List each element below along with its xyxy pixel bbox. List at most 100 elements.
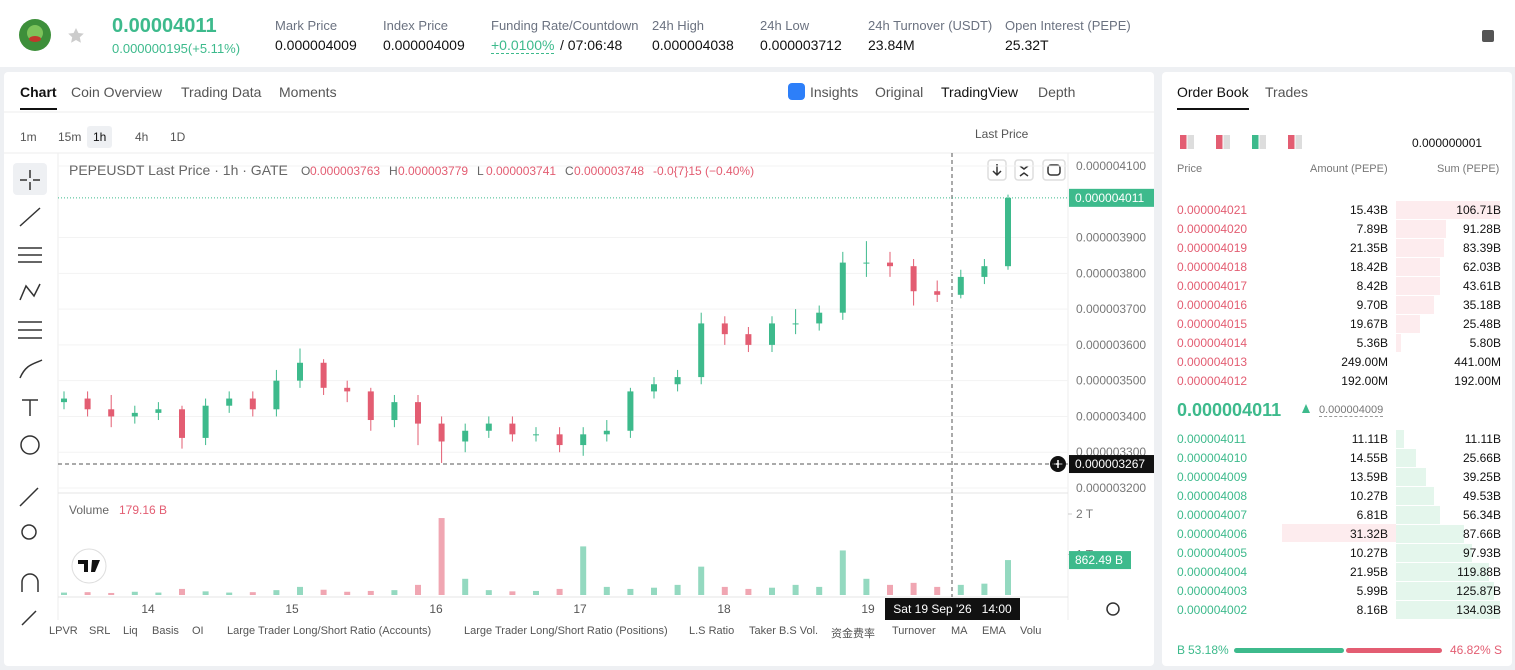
- book-amount: 6.81B: [1356, 508, 1388, 522]
- book-amount: 7.89B: [1356, 222, 1388, 236]
- candle-body: [792, 323, 799, 325]
- volume-bar: [84, 592, 91, 595]
- volume-bar: [249, 592, 256, 595]
- book-tab[interactable]: Order Book: [1177, 84, 1249, 110]
- indicator[interactable]: EMA: [982, 625, 1006, 637]
- volume-bar: [721, 586, 728, 595]
- book-column: Amount (PEPE): [1310, 163, 1388, 175]
- chart-tab[interactable]: Trading Data: [181, 84, 262, 100]
- depth-bar: [1396, 601, 1500, 619]
- book-price: 0.000004006: [1177, 527, 1248, 541]
- favorite-star[interactable]: [66, 26, 86, 46]
- candle-body: [651, 384, 657, 392]
- precision[interactable]: 0.000000001: [1412, 136, 1483, 150]
- volume-bar: [226, 592, 233, 595]
- indicator[interactable]: Large Trader Long/Short Ratio (Accounts): [227, 625, 432, 637]
- candle-body: [438, 423, 445, 442]
- chart-tab[interactable]: Chart: [20, 84, 57, 110]
- view-tab[interactable]: Depth: [1038, 84, 1076, 100]
- volume-bar: [745, 588, 752, 595]
- book-layout-icon[interactable]: [1216, 135, 1230, 149]
- indicator[interactable]: Large Trader Long/Short Ratio (Positions…: [464, 625, 668, 637]
- indicator[interactable]: Liq: [123, 625, 138, 637]
- drawing-tools[interactable]: [13, 163, 47, 626]
- interval[interactable]: 4h: [135, 130, 149, 144]
- book-amount: 8.16B: [1356, 603, 1388, 617]
- depth-bar: [1396, 220, 1446, 238]
- indicator[interactable]: SRL: [89, 625, 111, 637]
- sell-label: S: [1494, 643, 1503, 657]
- candle-body: [839, 262, 846, 313]
- y-tick-label: 0.000003600: [1076, 338, 1146, 352]
- volume-tag-label: 862.49 B: [1075, 553, 1123, 567]
- stat-value: 0.000004009: [383, 37, 465, 53]
- buy-label: B: [1177, 643, 1186, 657]
- last-price-tag: [1069, 188, 1154, 207]
- indicator[interactable]: Turnover: [892, 625, 936, 637]
- book-sum: 134.03B: [1456, 603, 1501, 617]
- book-layout-icon[interactable]: [1288, 135, 1302, 149]
- candle-body: [910, 266, 917, 292]
- candle-body: [249, 398, 256, 410]
- candle-body: [297, 362, 303, 381]
- notes-icon[interactable]: [1480, 28, 1496, 44]
- stat-label: 24h Low: [760, 18, 810, 33]
- indicator[interactable]: OI: [192, 625, 204, 637]
- book-price: 0.000004011: [1177, 432, 1247, 446]
- interval[interactable]: 1D: [170, 130, 186, 144]
- ratio-sell-bar: [1346, 648, 1442, 653]
- view-tab[interactable]: Insights: [810, 84, 859, 100]
- y-tick-label: 0.000003800: [1076, 266, 1146, 280]
- book-amount: 31.32B: [1349, 527, 1388, 541]
- volume-bar: [910, 582, 917, 595]
- indicator[interactable]: 资金费率: [831, 628, 875, 640]
- ohlc-value: 0.000003763: [310, 164, 381, 178]
- volume-bar: [839, 550, 846, 595]
- volume-bar: [1005, 560, 1011, 595]
- indicator[interactable]: Taker B.S Vol.: [749, 625, 819, 637]
- chart-tab[interactable]: Coin Overview: [71, 84, 163, 100]
- y-tick-label: 0.000003700: [1076, 302, 1146, 316]
- price-type[interactable]: Last Price: [975, 127, 1029, 141]
- stat-value: 0.000004009: [275, 37, 357, 53]
- view-tab[interactable]: TradingView: [941, 84, 1019, 100]
- volume-bar: [367, 590, 374, 595]
- x-tick-label: 15: [285, 602, 299, 616]
- volume-bar: [438, 518, 445, 595]
- volume-bar: [297, 586, 303, 595]
- candle-body: [155, 409, 162, 413]
- stat-label: Index Price: [383, 18, 449, 33]
- indicator[interactable]: L.S Ratio: [689, 625, 735, 637]
- book-tab[interactable]: Trades: [1265, 84, 1309, 100]
- book-layout-icon[interactable]: [1252, 135, 1266, 149]
- candle-body: [131, 412, 138, 417]
- interval[interactable]: 15m: [58, 130, 82, 144]
- volume-bar: [981, 583, 988, 595]
- view-tab[interactable]: Original: [875, 84, 924, 100]
- interval[interactable]: 1m: [20, 130, 37, 144]
- volume-hover: 179.16 B: [119, 503, 168, 517]
- candle-body: [320, 362, 327, 388]
- volume-bar: [556, 588, 563, 595]
- stat-label: 24h High: [652, 18, 705, 33]
- interval[interactable]: 1h: [87, 126, 113, 148]
- chart-tab[interactable]: Moments: [279, 84, 337, 100]
- book-layout-icon[interactable]: [1180, 135, 1194, 149]
- tradingview-logo: [71, 548, 107, 584]
- indicator[interactable]: MA: [951, 625, 968, 637]
- book-price: 0.000004002: [1177, 603, 1248, 617]
- low-price-label: 0.000003267: [1075, 457, 1145, 471]
- indicator[interactable]: Volu: [1020, 625, 1042, 637]
- candle-body: [580, 434, 587, 446]
- stat-label: Mark Price: [275, 18, 338, 33]
- ohlc-key: O: [301, 164, 311, 178]
- indicator[interactable]: Basis: [152, 625, 179, 637]
- indicator[interactable]: LPVR: [49, 625, 78, 637]
- book-amount: 192.00M: [1341, 374, 1388, 388]
- depth-bar: [1396, 239, 1444, 257]
- book-price: 0.000004021: [1177, 203, 1248, 217]
- book-amount: 8.42B: [1356, 279, 1388, 293]
- candle-body: [887, 262, 893, 267]
- depth-bar: [1396, 315, 1420, 333]
